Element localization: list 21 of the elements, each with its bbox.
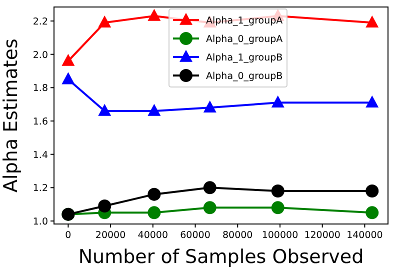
y-tick-label: 2.0 <box>32 50 48 61</box>
x-tick-label: 140000 <box>346 230 383 241</box>
y-tick-label: 1.8 <box>32 83 48 94</box>
y-tick-label: 1.4 <box>32 150 48 161</box>
legend-label: Alpha_0_groupA <box>206 34 284 45</box>
x-tick-label: 100000 <box>262 230 298 241</box>
x-tick-label: 80000 <box>222 230 253 241</box>
legend-label: Alpha_1_groupA <box>206 16 284 26</box>
y-tick-label: 1.6 <box>32 116 48 128</box>
legend-label: Alpha_0_groupB <box>206 71 283 82</box>
legend-label: Alpha_1_groupB <box>206 52 283 64</box>
y-tick-label: 2.2 <box>32 16 48 28</box>
x-tick-label: 120000 <box>304 230 340 241</box>
x-tick-label: 20000 <box>95 230 126 241</box>
y-axis-title: Alpha Estimates <box>0 38 22 192</box>
x-tick-label: 0 <box>65 230 72 241</box>
x-tick-label: 40000 <box>138 230 168 241</box>
x-tick-label: 60000 <box>180 230 210 241</box>
y-tick-label: 1.2 <box>32 183 48 194</box>
y-tick-label: 1.0 <box>32 216 48 228</box>
x-axis-title: Number of Samples Observed <box>78 246 364 268</box>
